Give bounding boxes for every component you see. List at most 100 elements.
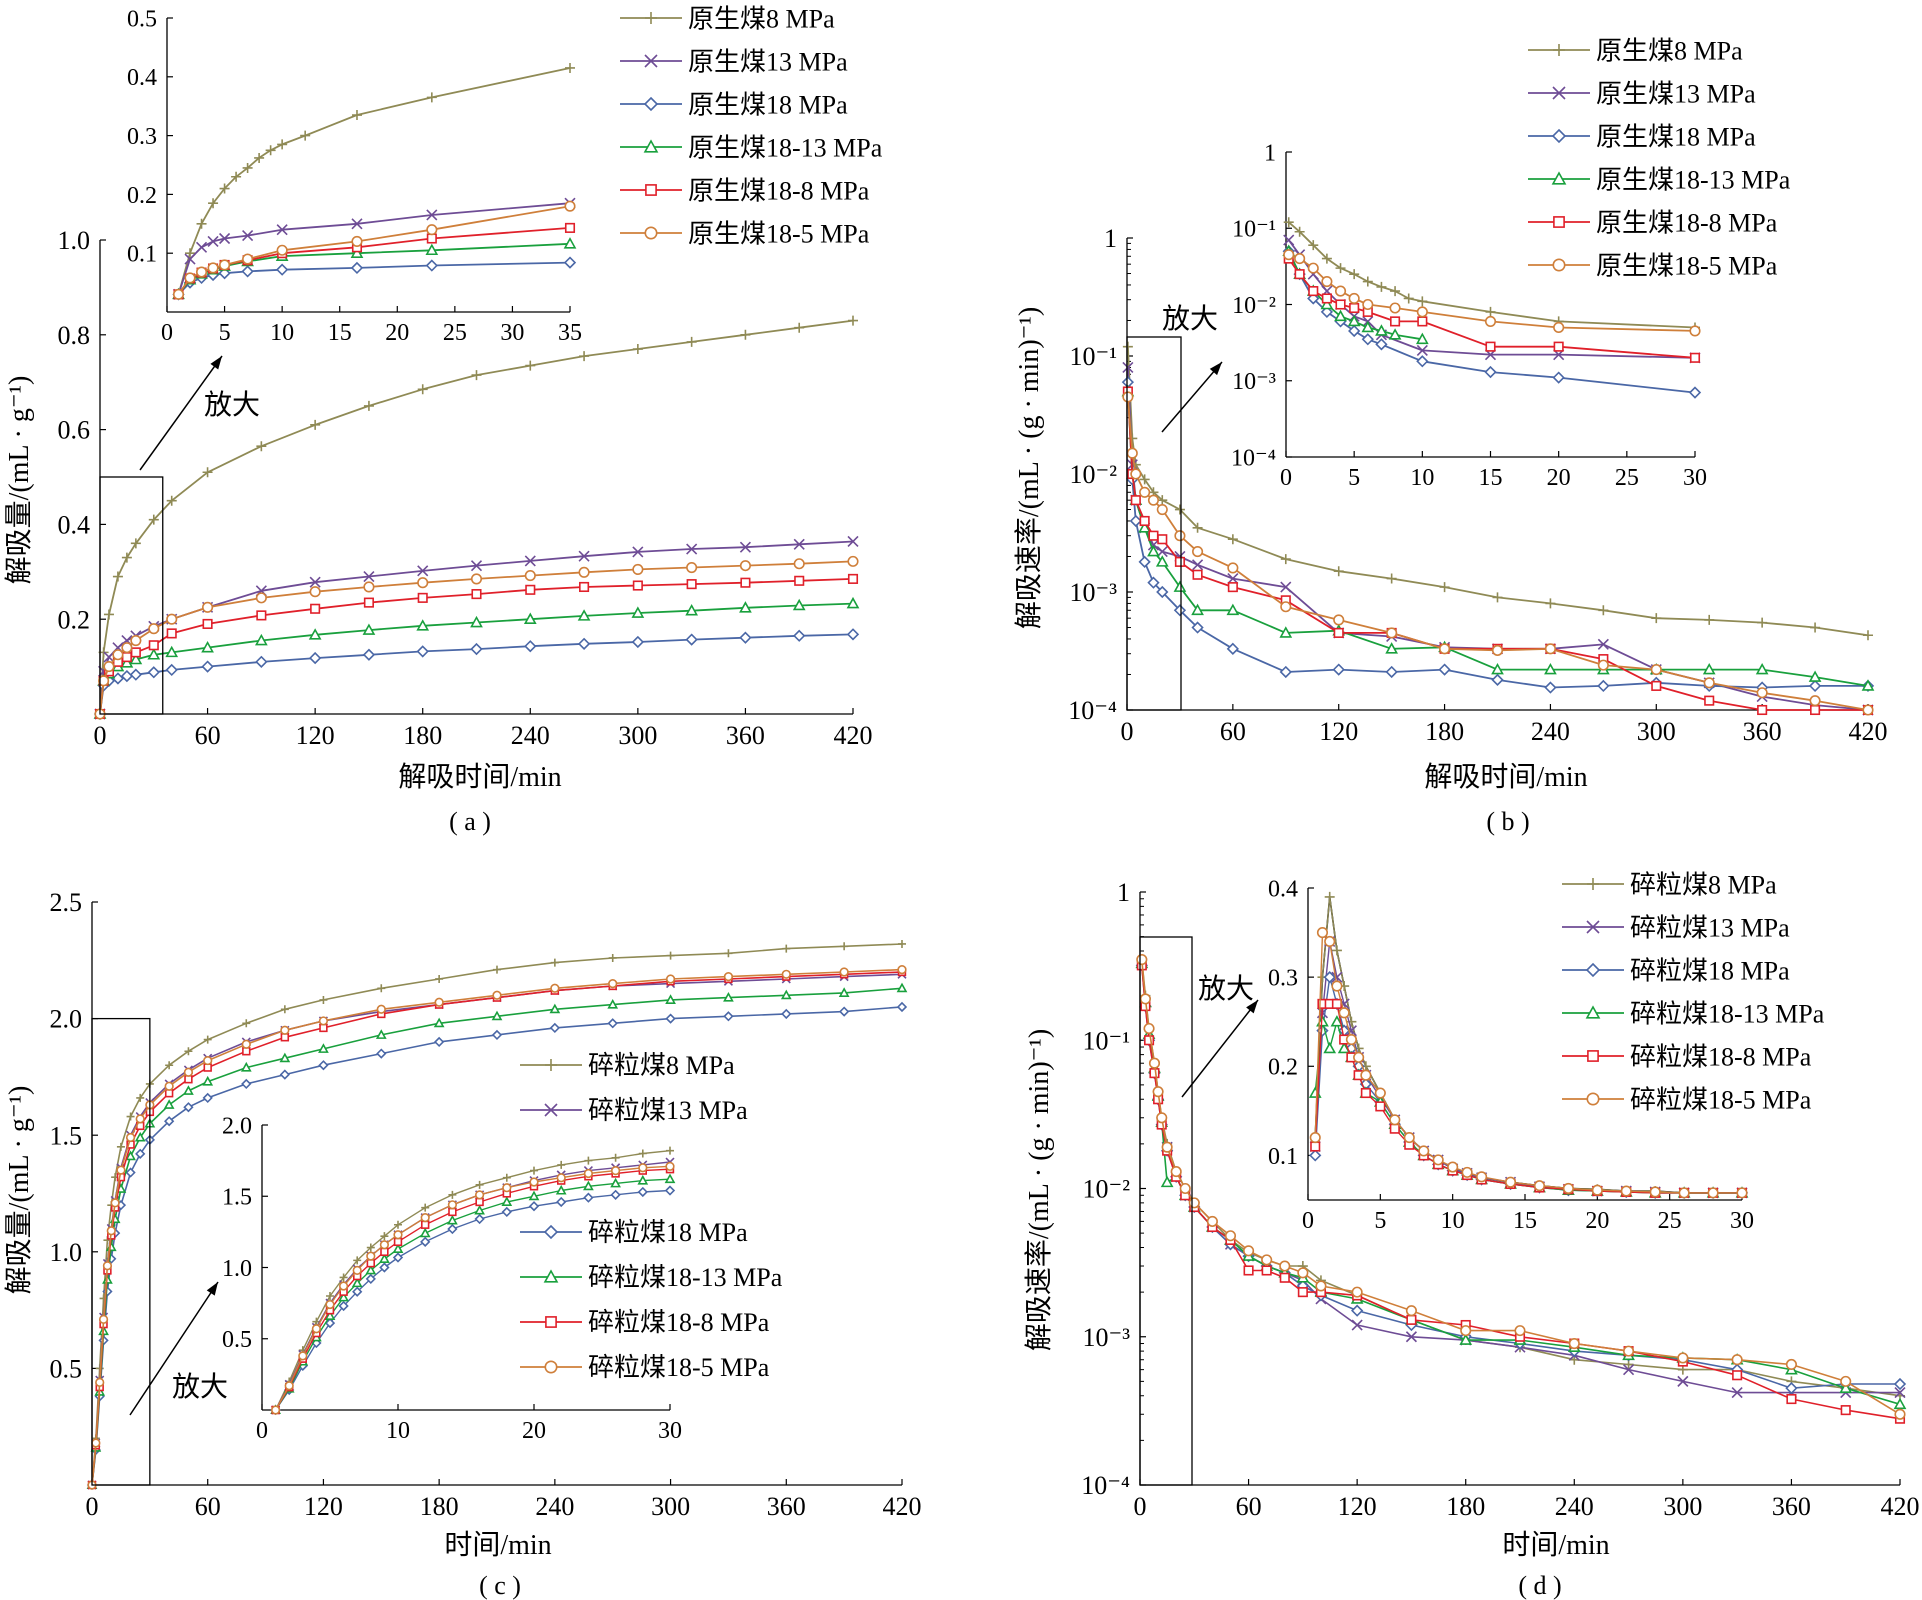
x-tick-label: 60 [1236,1492,1262,1521]
data-point [1243,1245,1255,1257]
data-point [1152,1086,1164,1098]
data-point [1143,1022,1155,1035]
data-point [1129,514,1142,528]
data-point [1416,355,1429,368]
x-tick-label: 60 [195,721,221,750]
data-point [1227,572,1239,585]
legend-label: 原生煤13 MPa [688,47,848,76]
data-point [1862,704,1874,716]
data-point [1568,1337,1580,1350]
data-point [276,244,288,256]
x-tick-label: 0 [161,320,173,346]
data-point [130,647,141,658]
legend-label: 原生煤8 MPa [1596,36,1743,65]
data-point [686,561,698,574]
data-point [1170,1166,1182,1178]
data-point [366,1243,375,1252]
data-point [339,1281,349,1291]
data-point [1893,1377,1907,1391]
data-point [1156,585,1169,599]
data-point [664,1185,676,1196]
data-point [563,237,577,249]
y-tick-label: 10⁻¹ [1069,342,1117,371]
data-point [556,1196,567,1208]
data-point [434,997,444,1007]
data-point [1756,687,1768,699]
data-point [164,1081,174,1091]
data-point [309,586,321,598]
data-point [135,1148,146,1159]
data-point [326,1292,334,1300]
legend-marker [643,139,659,153]
data-point [794,575,805,586]
data-point [1192,522,1203,533]
data-point [1192,559,1204,571]
data-point [1809,695,1821,707]
data-point [392,1243,404,1253]
data-point [1173,604,1187,617]
x-axis-label: 时间/min [444,1529,551,1561]
data-point [1261,1265,1272,1276]
legend-marker [644,54,658,68]
data-point [242,1019,251,1028]
data-point [610,1189,621,1200]
x-tick-label: 0 [1121,717,1134,746]
legend-label: 碎粒煤18 MPa [1630,956,1790,985]
data-point [492,990,502,1000]
data-point [1321,293,1332,304]
data-point [309,651,322,665]
data-point [300,130,311,141]
data-point [563,256,577,269]
data-point [298,1351,308,1361]
data-point [240,1061,252,1072]
data-point [120,656,134,668]
data-point [1893,1397,1907,1410]
data-point [550,983,560,993]
data-point [195,266,208,278]
x-tick-label: 20 [522,1418,546,1444]
data-point [491,1010,503,1021]
x-tick-label: 5 [219,320,231,346]
data-point [838,987,850,997]
data-point [557,1160,566,1169]
data-point [577,637,591,650]
data-point [1416,306,1428,318]
data-point [1139,993,1151,1005]
y-tick-label: 1 [1104,224,1117,253]
y-tick-label: 2.5 [50,888,83,917]
data-point [241,1039,251,1049]
data-point [1283,234,1295,246]
data-point [847,573,859,584]
y-tick-label: 0.5 [222,1327,252,1353]
data-point [607,1018,618,1029]
data-point [781,969,791,979]
data-point [501,1196,513,1206]
data-point [525,584,536,595]
data-point [611,1153,620,1162]
data-point [242,229,254,242]
data-point [148,640,159,651]
x-tick-label: 180 [1425,717,1464,746]
series-line [1141,965,1901,1420]
legend-marker [645,12,657,24]
data-point [898,939,906,948]
data-point [794,322,805,333]
legend-label: 碎粒煤18-5 MPa [1630,1085,1812,1114]
data-point [148,514,159,525]
data-point [447,1200,458,1210]
data-point [793,629,806,642]
data-point [279,1052,291,1063]
series-line [1141,959,1901,1415]
data-point [1279,665,1292,679]
data-point [1280,581,1292,593]
data-point [1388,328,1402,340]
data-point [352,1265,362,1275]
data-point [1155,555,1169,567]
y-tick-label: 10⁻⁴ [1068,696,1117,725]
data-point [1677,1375,1689,1387]
x-tick-label: 120 [1338,1492,1377,1521]
data-point [1650,664,1662,676]
legend-marker [1587,1050,1599,1062]
data-point [1315,1280,1327,1292]
data-point [279,1069,290,1080]
